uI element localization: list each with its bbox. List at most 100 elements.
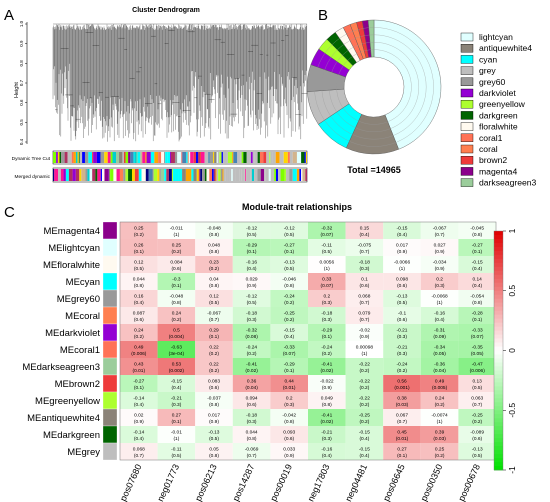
module-color-strip — [268, 169, 271, 181]
cell-correlation: -0.18 — [321, 310, 332, 316]
module-color-strip — [119, 152, 123, 163]
module-color-strip — [148, 169, 153, 181]
module-color-strip — [257, 152, 260, 163]
scale-segment — [494, 298, 503, 304]
heatmap-cell — [420, 358, 459, 375]
module-color-strip — [220, 169, 223, 181]
cell-pvalue: (0.8) — [171, 300, 181, 306]
module-color-strip — [157, 169, 160, 181]
heatmap-cell — [157, 341, 196, 358]
cell-pvalue: (0.9) — [134, 419, 144, 425]
row-label: MEgrey60 — [57, 294, 100, 305]
dendrogram-title: Cluster Dendrogram — [132, 7, 200, 14]
module-color-strip — [198, 152, 200, 163]
legend-swatch — [460, 55, 474, 64]
module-color-strip — [153, 169, 158, 181]
cell-correlation: 0.38 — [397, 395, 407, 401]
module-color-strip — [199, 169, 201, 181]
cell-pvalue: (0.9) — [397, 249, 407, 255]
cell-pvalue: (0.03) — [433, 436, 446, 442]
module-color-strip — [289, 152, 293, 163]
heatmap-cell — [345, 392, 384, 409]
cell-correlation: -0.18 — [246, 310, 257, 316]
row-label: MEcoral — [65, 311, 100, 322]
cell-correlation: -0.12 — [246, 293, 257, 299]
cell-pvalue: (0.2) — [134, 334, 144, 340]
module-color-strip — [61, 152, 65, 163]
dendrogram-tick-label: 0.9 — [19, 40, 24, 47]
cell-correlation: 0.53 — [172, 361, 182, 367]
cell-pvalue: (0.1) — [397, 453, 407, 459]
module-color-strip — [170, 152, 171, 163]
cell-pvalue: (0.005) — [432, 385, 448, 391]
cell-correlation: -0.33 — [284, 344, 295, 350]
cell-pvalue: (1) — [399, 266, 405, 272]
dendrogram-tick-label: 0.5 — [19, 119, 24, 126]
heatmap-cell — [232, 290, 271, 307]
module-color-strip — [240, 152, 242, 163]
cell-correlation: 0.017 — [208, 412, 220, 418]
module-color-strip — [292, 152, 297, 163]
cell-correlation: 0.12 — [134, 259, 144, 265]
cell-pvalue: (0.2) — [209, 351, 219, 357]
scale-tick-label: 0.5 — [507, 285, 517, 297]
legend-swatch — [460, 144, 474, 154]
module-color-strip — [134, 152, 137, 163]
heatmap-cell — [195, 426, 233, 443]
cell-correlation: 0.05 — [209, 446, 219, 452]
cell-pvalue: (0.2) — [472, 419, 482, 425]
module-color-strip — [246, 152, 251, 163]
heatmap-cell — [420, 256, 459, 273]
module-color-strip — [112, 152, 116, 163]
cell-pvalue: (0.7) — [359, 317, 369, 323]
module-color-strip — [272, 152, 274, 163]
cell-correlation: -0.16 — [434, 310, 445, 316]
module-color-strip — [216, 152, 218, 163]
cell-correlation: -0.15 — [171, 378, 182, 384]
cell-pvalue: (0.8) — [247, 436, 257, 442]
module-color-strip — [64, 152, 68, 163]
cell-pvalue: (0.5) — [284, 266, 294, 272]
cell-correlation: -0.13 — [284, 259, 295, 265]
cell-pvalue: (0.3) — [397, 351, 407, 357]
cell-pvalue: (0.01) — [283, 385, 296, 391]
cell-correlation: -0.1 — [398, 310, 407, 316]
cell-correlation: -0.14 — [133, 429, 144, 435]
module-color-strip — [100, 152, 105, 163]
scale-segment — [494, 466, 503, 471]
cell-correlation: -0.29 — [246, 242, 257, 248]
heatmap-cell — [270, 307, 308, 324]
module-color-strip — [92, 169, 96, 181]
cell-correlation: 0.49 — [134, 344, 144, 350]
module-color-strip — [65, 169, 69, 181]
cell-correlation: 0.36 — [247, 378, 257, 384]
cell-pvalue: (1) — [173, 232, 179, 238]
heatmap-cell — [120, 222, 158, 239]
total-label: Total =14965 — [347, 165, 401, 175]
scale-segment — [494, 310, 503, 316]
module-color-strip — [232, 152, 234, 163]
module-color-strip — [239, 169, 242, 181]
cell-pvalue: (0.8) — [284, 283, 294, 289]
cell-correlation: -0.3 — [172, 276, 181, 282]
cell-correlation: -0.0068 — [431, 293, 448, 299]
module-color-strip — [213, 152, 215, 163]
module-color-strip — [280, 169, 285, 181]
scale-segment — [494, 318, 503, 324]
heatmap-cell — [232, 222, 271, 239]
cell-correlation: 0.068 — [358, 293, 370, 299]
module-color-strip — [305, 169, 307, 181]
module-color-strip — [136, 152, 138, 163]
row-label: MEmagenta4 — [43, 226, 100, 237]
cell-correlation: -0.41 — [246, 361, 257, 367]
cell-pvalue: (0.2) — [134, 232, 144, 238]
cell-correlation: 0.39 — [435, 429, 445, 435]
scale-segment — [494, 306, 503, 312]
cell-pvalue: (0.6) — [209, 385, 219, 391]
scale-segment — [494, 346, 503, 351]
heatmap-cell — [383, 409, 421, 426]
dendrogram-tick-label: 0.6 — [19, 99, 24, 106]
cell-correlation: -0.048 — [170, 293, 184, 299]
scale-segment — [494, 402, 503, 407]
cell-pvalue: (0.8) — [209, 232, 219, 238]
